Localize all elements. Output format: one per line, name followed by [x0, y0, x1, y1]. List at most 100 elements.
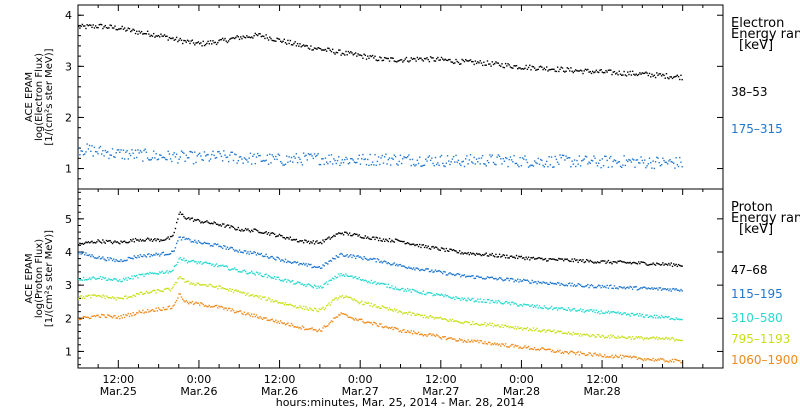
proton-data-point [461, 251, 463, 254]
proton-data-point [357, 301, 359, 303]
electron-data-point [299, 43, 301, 45]
electron-data-point [465, 158, 467, 160]
proton-data-point [159, 308, 161, 311]
proton-data-point [102, 314, 104, 316]
proton-data-point [105, 295, 108, 297]
proton-data-point [334, 275, 336, 278]
proton-data-point [650, 263, 652, 266]
proton-data-point [601, 284, 604, 287]
electron-data-point [365, 163, 368, 166]
electron-data-point [475, 62, 478, 65]
electron-data-point [304, 45, 306, 47]
electron-data-point [533, 160, 536, 162]
proton-data-point [567, 282, 570, 285]
proton-data-point [467, 251, 469, 254]
proton-data-point [643, 316, 646, 318]
electron-data-point [420, 165, 422, 167]
proton-data-point [421, 293, 423, 295]
proton-data-point [80, 243, 82, 245]
proton-data-point [198, 283, 201, 286]
electron-data-point [307, 47, 310, 49]
electron-data-point [272, 156, 275, 158]
proton-data-point [490, 324, 492, 327]
proton-data-point [439, 270, 442, 273]
electron-data-point [513, 65, 515, 67]
electron-data-point [267, 39, 270, 41]
electron-data-point [433, 60, 435, 62]
proton-data-point [514, 257, 516, 259]
proton-data-point [259, 315, 261, 318]
electron-data-point [213, 41, 215, 44]
electron-data-point [472, 60, 474, 63]
proton-data-point [307, 263, 310, 265]
electron-data-point [560, 66, 562, 68]
proton-data-point [98, 277, 100, 280]
proton-data-point [317, 266, 319, 268]
proton-data-point [301, 283, 304, 285]
proton-data-point [93, 294, 96, 296]
proton-data-point [673, 338, 675, 340]
proton-data-point [238, 291, 241, 293]
proton-data-point [608, 337, 611, 339]
electron-data-point [134, 149, 137, 152]
proton-data-point [598, 310, 600, 313]
proton-data-point [142, 273, 144, 275]
electron-data-point [616, 72, 618, 74]
proton-data-point [198, 304, 201, 306]
proton-data-point [130, 295, 132, 298]
proton-data-point [188, 237, 190, 240]
electron-data-point [409, 158, 411, 161]
proton-data-point [602, 260, 605, 262]
proton-data-point [261, 296, 264, 298]
proton-data-point [449, 296, 451, 298]
electron-data-point [497, 62, 500, 64]
proton-data-point [561, 351, 564, 354]
electron-data-point [601, 71, 604, 73]
proton-data-point [211, 264, 213, 266]
proton-data-point [180, 296, 183, 298]
proton-data-point [350, 275, 352, 277]
electron-data-point [104, 24, 107, 27]
proton-data-point [377, 239, 380, 242]
electron-data-point [455, 154, 457, 157]
proton-data-point [110, 316, 113, 318]
proton-data-point [172, 250, 174, 253]
electron-data-point [190, 151, 192, 153]
proton-data-point [155, 273, 157, 275]
proton-data-point [579, 284, 582, 286]
electron-data-point [569, 70, 571, 72]
electron-data-point [128, 152, 131, 155]
proton-data-point [131, 296, 133, 298]
electron-data-point [159, 36, 161, 38]
proton-data-point [439, 336, 442, 339]
proton-data-point [116, 317, 119, 319]
electron-data-point [438, 164, 440, 166]
proton-data-point [204, 242, 207, 244]
proton-data-point [163, 308, 166, 311]
electron-data-point [236, 35, 238, 37]
proton-data-point [288, 303, 290, 306]
proton-data-point [543, 258, 546, 261]
proton-data-point [126, 279, 128, 281]
proton-data-point [517, 257, 519, 260]
proton-data-point [490, 300, 492, 302]
proton-data-point [299, 262, 301, 265]
proton-data-point [490, 276, 492, 278]
electron-data-point [243, 36, 246, 38]
proton-data-point [165, 238, 167, 241]
proton-data-point [412, 243, 415, 245]
proton-data-point [647, 287, 650, 289]
proton-data-point [595, 354, 598, 356]
proton-data-point [674, 358, 676, 361]
proton-data-point [86, 241, 88, 244]
proton-data-point [641, 337, 643, 339]
proton-data-point [182, 278, 184, 280]
proton-data-point [254, 274, 256, 276]
proton-data-point [503, 324, 506, 327]
proton-data-point [293, 261, 295, 263]
proton-data-point [202, 242, 204, 245]
proton-data-point [306, 283, 308, 286]
electron-data-point [572, 71, 575, 74]
proton-data-point [532, 327, 535, 329]
electron-data-point [246, 35, 248, 37]
